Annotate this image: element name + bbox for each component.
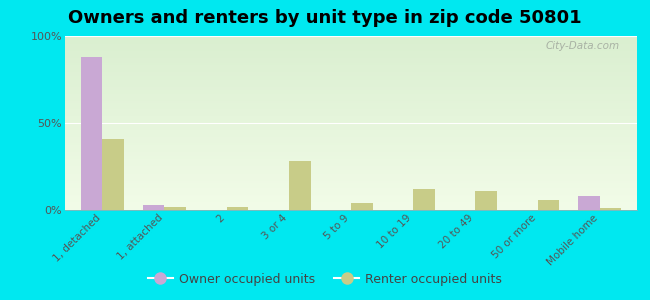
Text: Owners and renters by unit type in zip code 50801: Owners and renters by unit type in zip c… (68, 9, 582, 27)
Legend: Owner occupied units, Renter occupied units: Owner occupied units, Renter occupied un… (143, 268, 507, 291)
Bar (81, 57, 102, 210)
Bar (600, 208, 621, 210)
Bar (578, 196, 600, 210)
Bar (102, 139, 124, 210)
Bar (413, 189, 435, 210)
Text: City-Data.com: City-Data.com (546, 41, 620, 51)
Bar (289, 161, 311, 210)
Bar (538, 200, 559, 210)
Bar (227, 206, 248, 210)
Bar (475, 191, 497, 210)
Bar (164, 206, 187, 210)
Bar (351, 203, 372, 210)
Bar (143, 205, 164, 210)
